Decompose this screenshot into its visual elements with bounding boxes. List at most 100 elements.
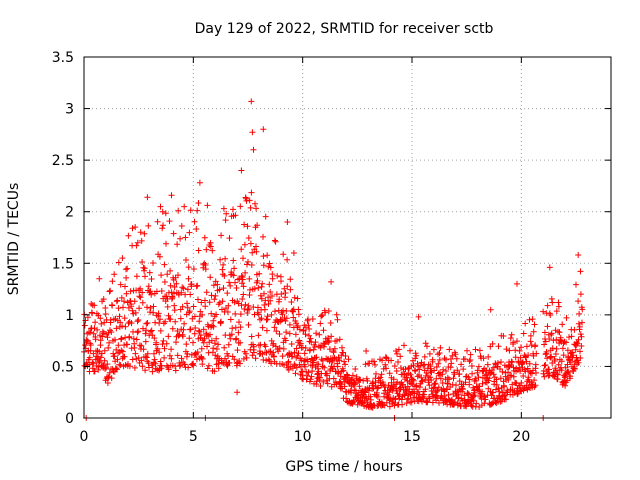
data-point (166, 352, 173, 359)
data-point (250, 146, 257, 153)
data-point (548, 330, 555, 337)
data-point (467, 357, 474, 363)
data-point (301, 350, 308, 357)
data-point (559, 321, 566, 328)
data-point (520, 330, 527, 337)
data-point (154, 218, 161, 225)
data-point (382, 361, 389, 368)
data-point (88, 300, 95, 307)
data-point (408, 398, 415, 405)
data-point (577, 291, 584, 298)
data-point (123, 266, 129, 273)
data-point (197, 332, 204, 339)
data-point (407, 347, 413, 354)
data-point (141, 265, 148, 272)
data-point (310, 359, 317, 366)
data-point (108, 375, 115, 382)
data-point (122, 323, 129, 330)
data-point (135, 355, 142, 361)
data-point (144, 304, 150, 311)
data-point (577, 268, 584, 275)
data-point (349, 372, 356, 379)
data-point (204, 365, 211, 372)
data-point (256, 270, 263, 277)
data-point (443, 368, 449, 374)
data-point (431, 367, 438, 374)
data-point (437, 344, 444, 351)
data-point (288, 341, 295, 347)
data-point (173, 339, 179, 346)
data-point (269, 275, 276, 282)
data-point (421, 353, 428, 360)
y-tick-label: 3 (65, 102, 74, 118)
data-point (338, 381, 345, 388)
data-point (199, 311, 206, 318)
data-point (255, 284, 262, 291)
data-point (89, 359, 96, 366)
data-point (117, 362, 124, 369)
data-point (577, 331, 584, 338)
data-point (138, 342, 145, 349)
data-point (150, 260, 156, 266)
data-point (226, 360, 233, 366)
data-point (154, 345, 161, 352)
data-point (272, 238, 279, 245)
data-point (161, 345, 168, 352)
data-point (393, 368, 400, 374)
data-point (474, 367, 481, 374)
data-point (456, 378, 463, 385)
data-point (215, 365, 222, 372)
data-point (175, 207, 182, 214)
data-point (173, 280, 180, 287)
data-point (571, 326, 578, 333)
data-point (120, 304, 126, 311)
data-point (143, 327, 150, 334)
data-point (127, 288, 134, 295)
data-point (246, 197, 253, 204)
data-point (102, 305, 109, 311)
data-point (294, 352, 301, 359)
data-point (579, 306, 586, 313)
data-point (86, 354, 93, 361)
data-point (160, 337, 167, 344)
data-point (284, 219, 291, 225)
data-point (276, 296, 283, 303)
data-point (149, 362, 156, 369)
data-point (258, 283, 265, 290)
data-point (386, 370, 393, 377)
data-point (198, 299, 205, 306)
data-point (267, 297, 274, 304)
data-point (113, 346, 120, 353)
data-point (518, 379, 525, 386)
data-point (576, 323, 583, 330)
data-point (268, 360, 275, 367)
data-point (433, 364, 440, 370)
data-point (544, 302, 551, 309)
data-point (172, 367, 179, 374)
data-point (113, 325, 120, 332)
data-point (482, 396, 489, 403)
data-point (142, 367, 149, 374)
data-point (446, 376, 453, 383)
y-tick-label: 3.5 (52, 50, 74, 66)
data-point (194, 282, 201, 289)
data-point (138, 357, 145, 364)
data-point (162, 318, 169, 325)
data-point (541, 373, 548, 380)
data-point (115, 342, 122, 349)
data-point (98, 350, 105, 357)
data-point (524, 365, 531, 372)
data-point (352, 366, 359, 372)
data-point (193, 226, 200, 232)
data-point (572, 346, 579, 353)
data-point (305, 322, 312, 329)
data-point (247, 286, 253, 293)
data-point (320, 327, 327, 334)
data-point (259, 324, 266, 331)
data-point (196, 328, 203, 335)
data-point (342, 361, 349, 368)
data-point (575, 298, 582, 305)
data-point (100, 296, 107, 303)
data-point (174, 328, 181, 334)
data-point (288, 299, 295, 305)
